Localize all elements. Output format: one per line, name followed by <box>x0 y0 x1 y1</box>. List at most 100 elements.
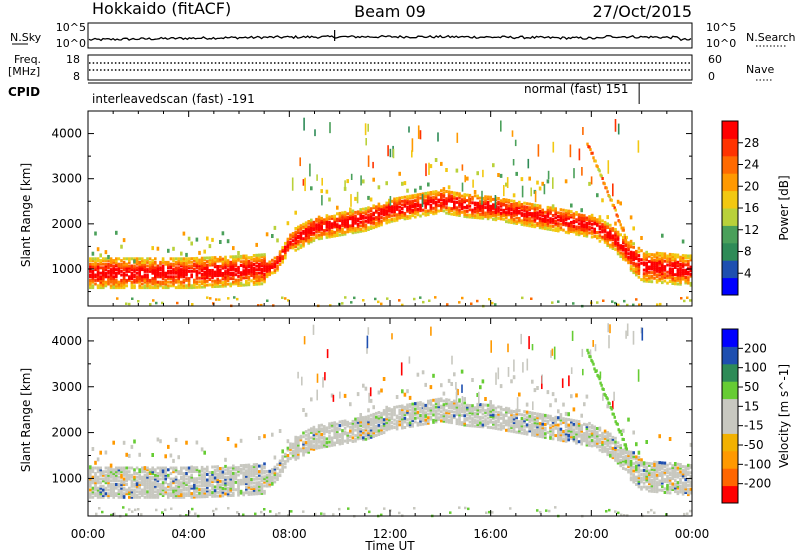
echo-cell <box>201 280 204 283</box>
echo-cell <box>479 213 482 216</box>
echo-cell <box>469 404 472 407</box>
echo-cell <box>172 247 175 251</box>
echo-cell <box>362 384 365 388</box>
echo-cell <box>248 464 251 467</box>
echo-cell <box>638 258 641 261</box>
echo-cell <box>159 266 162 269</box>
echo-cell <box>492 414 495 417</box>
echo-cell <box>151 286 154 289</box>
echo-cell <box>107 255 110 259</box>
echo-cell <box>502 408 505 411</box>
echo-cell <box>510 430 513 433</box>
echo-cell <box>534 204 537 207</box>
echo-cell <box>271 234 274 238</box>
echo-cell <box>216 278 219 281</box>
echo-cell <box>112 468 115 471</box>
echo-cell <box>359 224 362 227</box>
echo-cell <box>666 255 669 258</box>
echo-cell <box>393 217 396 220</box>
echo-cell <box>353 297 356 300</box>
echo-cell <box>274 226 277 230</box>
echo-cell <box>141 467 144 470</box>
echo-cell <box>157 265 160 268</box>
echo-cell <box>435 201 438 204</box>
echo-cell <box>419 193 422 196</box>
echo-cell <box>157 467 160 470</box>
echo-cell <box>336 423 339 426</box>
echo-cell <box>99 275 102 278</box>
echo-cell <box>172 275 175 278</box>
echo-cell <box>164 454 167 458</box>
echo-cell <box>466 417 469 420</box>
echo-cell <box>250 279 253 282</box>
echo-cell <box>320 217 323 220</box>
echo-cell <box>601 198 604 202</box>
echo-cell <box>589 148 591 151</box>
echo-cell <box>198 477 201 480</box>
echo-cell <box>430 385 433 389</box>
echo-cell <box>144 496 147 499</box>
echo-cell <box>237 251 240 255</box>
echo-cell <box>138 490 141 493</box>
echo-cell <box>294 211 297 215</box>
echo-cell <box>141 489 144 492</box>
echo-cell <box>560 417 563 420</box>
echo-cell <box>518 217 521 220</box>
noise-search-label: N.Search <box>746 31 796 44</box>
echo-cell <box>97 476 100 479</box>
echo-cell <box>630 265 633 268</box>
echo-cell <box>320 427 323 430</box>
echo-cell <box>419 414 422 417</box>
echo-cell <box>136 479 139 482</box>
echo-cell <box>677 283 680 286</box>
echo-cell <box>596 235 599 238</box>
echo-cell <box>211 491 214 494</box>
echo-cell <box>414 203 417 206</box>
echo-cell <box>497 427 500 430</box>
echo-cell <box>578 226 581 229</box>
echo-cell <box>630 215 633 219</box>
echo-cell <box>196 485 199 488</box>
echo-cell <box>513 410 516 413</box>
echo-cell <box>474 214 477 217</box>
echo-cell <box>611 300 614 303</box>
echo-cell <box>666 264 669 267</box>
echo-cell <box>497 173 500 177</box>
echo-cell <box>183 467 186 470</box>
echo-cell <box>214 280 217 283</box>
echo-cell <box>99 467 102 470</box>
echo-cell <box>445 409 448 412</box>
echo-cell <box>218 298 221 301</box>
echo-cell <box>240 490 243 493</box>
echo-cell <box>430 204 433 207</box>
echo-cell <box>136 494 139 497</box>
echo-cell <box>89 274 92 277</box>
echo-cell <box>175 485 178 488</box>
echo-cell <box>164 272 167 275</box>
echo-cell <box>378 391 381 395</box>
echo-cell <box>375 205 378 208</box>
echo-cell <box>209 244 212 248</box>
echo-cell <box>687 271 690 274</box>
echo-cell <box>591 152 593 155</box>
echo-cell <box>183 472 186 475</box>
echo-cell <box>656 279 659 282</box>
echo-cell <box>552 417 555 420</box>
echo-streak <box>428 163 430 175</box>
echo-cell <box>110 483 113 486</box>
echo-cell <box>128 265 131 268</box>
echo-cell <box>276 473 279 476</box>
echo-cell <box>144 284 147 287</box>
echo-cell <box>554 434 557 437</box>
echo-cell <box>583 214 586 217</box>
echo-cell <box>131 281 134 284</box>
echo-cell <box>235 488 238 491</box>
echo-cell <box>120 245 123 249</box>
echo-cell <box>602 300 605 303</box>
echo-streak <box>618 124 620 135</box>
echo-cell <box>456 169 459 173</box>
echo-cell <box>632 246 635 249</box>
echo-cell <box>625 248 628 251</box>
echo-cell <box>606 222 609 225</box>
echo-cell <box>435 398 438 401</box>
